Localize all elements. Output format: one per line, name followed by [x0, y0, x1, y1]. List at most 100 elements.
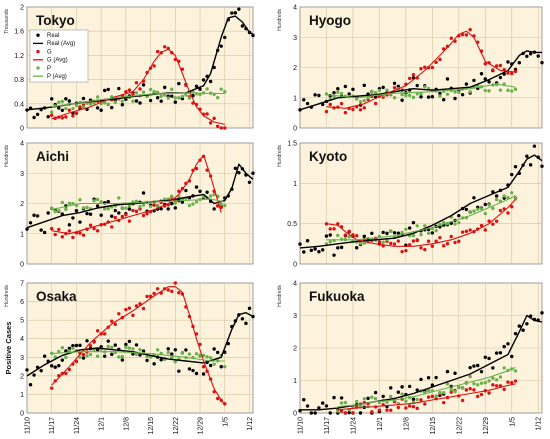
data-point-p [99, 200, 103, 204]
data-point-g [423, 402, 427, 406]
data-point-g [50, 113, 54, 117]
data-point-real [483, 355, 487, 360]
x-tick-label: 12/15 [148, 417, 155, 435]
data-point-p [400, 392, 404, 396]
data-point-real [124, 342, 128, 347]
data-point-p [131, 99, 135, 103]
series-line-g [51, 154, 222, 235]
data-point-g [67, 229, 72, 233]
data-point-real [46, 115, 50, 119]
data-point-p [113, 100, 117, 104]
data-point-g [430, 65, 435, 70]
data-point-p [184, 93, 188, 97]
y-tick-label: 2 [20, 201, 24, 208]
data-point-p [415, 397, 419, 402]
data-point-real [145, 358, 149, 363]
data-point-g [460, 398, 465, 403]
data-point-g [71, 114, 75, 118]
data-point-p [81, 206, 86, 210]
data-point-p [438, 94, 442, 98]
data-point-real [332, 253, 336, 257]
data-point-real [28, 383, 33, 387]
data-point-real [99, 213, 103, 217]
data-point-g [434, 239, 438, 243]
data-point-real [487, 356, 491, 361]
data-point-real [102, 201, 107, 205]
data-point-real [472, 78, 476, 83]
data-point-real [117, 211, 121, 215]
data-point-real [491, 366, 495, 370]
data-point-p [131, 347, 135, 351]
data-point-g [351, 411, 355, 415]
data-point-g [120, 214, 125, 219]
data-point-p [411, 233, 416, 238]
data-point-g [74, 359, 79, 364]
data-point-real [215, 350, 220, 355]
data-point-g [415, 238, 419, 243]
data-point-real [411, 220, 416, 225]
data-point-real [166, 207, 170, 211]
data-point-real [177, 81, 181, 86]
data-point-real [438, 91, 442, 96]
data-point-real [32, 115, 36, 120]
data-point-p [201, 353, 206, 358]
data-point-real [85, 339, 89, 343]
y-tick-label: 0.8 [14, 77, 24, 84]
data-point-real [219, 365, 223, 369]
data-point-real [184, 188, 188, 193]
data-point-p [457, 220, 461, 225]
data-point-real [521, 328, 525, 332]
data-point-g [339, 409, 344, 413]
data-point-p [173, 96, 178, 100]
legend-marker [36, 33, 40, 37]
data-point-p [358, 241, 363, 246]
data-point-g [152, 64, 156, 68]
data-point-g [124, 213, 128, 217]
data-point-p [194, 200, 199, 204]
data-point-p [95, 197, 100, 202]
data-point-real [528, 52, 533, 56]
data-point-real [134, 99, 139, 103]
data-point-real [532, 144, 537, 148]
data-point-p [120, 355, 125, 359]
x-tick-label: 12/29 [483, 417, 490, 435]
data-point-real [426, 95, 431, 99]
data-point-p [487, 379, 491, 383]
data-point-p [510, 89, 514, 93]
y-axis-label: Positive Cases [4, 322, 13, 375]
data-point-g [434, 60, 438, 65]
data-point-real [517, 61, 522, 65]
data-point-p [392, 96, 397, 100]
data-point-p [208, 194, 213, 198]
series-line-real [299, 154, 543, 249]
data-point-g [155, 49, 160, 54]
data-point-real [102, 354, 107, 358]
x-tick-label: 12/1 [377, 417, 384, 431]
data-point-p [88, 352, 93, 357]
data-point-p [468, 374, 472, 379]
data-point-real [159, 207, 163, 211]
y-tick-label: 4 [293, 281, 297, 288]
panel-title: Aichi [36, 149, 69, 164]
data-point-p [64, 355, 68, 360]
data-point-p [92, 199, 96, 203]
data-point-g [134, 304, 139, 308]
data-point-g [74, 111, 79, 116]
data-point-p [60, 99, 65, 104]
data-point-p [163, 93, 167, 97]
data-point-real [42, 354, 47, 358]
data-point-g [494, 219, 499, 223]
series-line-p [51, 92, 225, 108]
data-point-real [457, 213, 461, 218]
series-line-g [337, 383, 516, 411]
data-point-real [95, 204, 100, 208]
data-point-p [57, 349, 61, 354]
data-point-p [441, 390, 446, 395]
data-point-p [60, 346, 65, 350]
data-point-real [138, 353, 142, 357]
data-point-p [438, 390, 442, 395]
data-point-real [336, 246, 340, 250]
legend-entry: P [47, 66, 51, 72]
data-point-p [67, 201, 72, 206]
data-point-real [339, 396, 344, 400]
